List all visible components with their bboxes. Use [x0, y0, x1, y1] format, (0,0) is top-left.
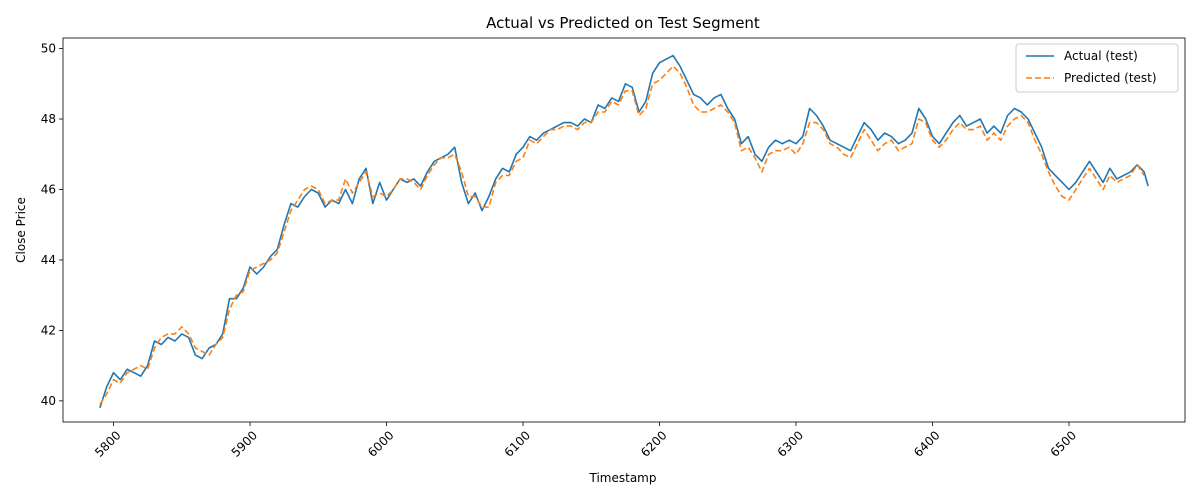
series-line-predicted	[99, 65, 1145, 405]
chart-title: Actual vs Predicted on Test Segment	[486, 14, 760, 32]
x-tick-label: 6400	[911, 428, 942, 459]
y-tick-label: 50	[41, 42, 56, 56]
x-tick-label: 6100	[502, 428, 533, 459]
y-tick-label: 44	[41, 253, 56, 267]
y-tick-label: 42	[41, 323, 56, 337]
x-tick-label: 5900	[229, 428, 260, 459]
plot-area	[62, 37, 1186, 423]
y-tick-label: 46	[41, 182, 56, 196]
x-axis-label: Timestamp	[589, 471, 657, 485]
y-tick-label: 48	[41, 112, 56, 126]
x-tick-label: 6200	[638, 428, 669, 459]
legend-box	[1015, 43, 1179, 93]
series-layer	[99, 54, 1149, 409]
y-tick-label: 40	[41, 394, 56, 408]
x-tick-label: 6500	[1048, 428, 1079, 459]
legend-entry-actual: Actual (test)	[1064, 49, 1138, 63]
x-tick-label: 5800	[92, 428, 123, 459]
series-line-actual	[99, 54, 1149, 409]
x-tick-label: 6000	[365, 428, 396, 459]
y-axis-label: Close Price	[14, 197, 28, 263]
y-axis-ticks: 40 42 44 46 48 50	[41, 42, 63, 408]
x-axis-ticks: 5800 5900 6000 6100 6200 6300 6400 6500	[92, 422, 1079, 460]
x-tick-label: 6300	[775, 428, 806, 459]
plot-frame	[62, 37, 1186, 423]
legend-entry-predicted: Predicted (test)	[1064, 71, 1157, 85]
legend: Actual (test) Predicted (test)	[1015, 43, 1179, 93]
